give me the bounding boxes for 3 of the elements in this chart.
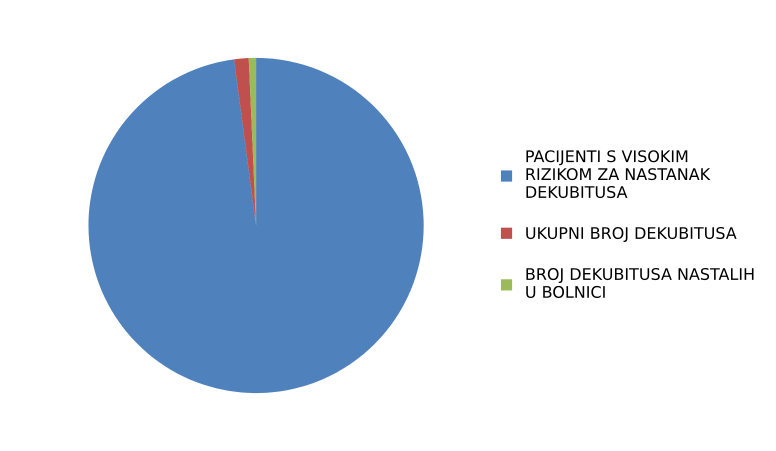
legend-label: BROJ DEKUBITUSA NASTALIH U BOLNICI: [526, 268, 754, 298]
legend-label: UKUPNI BROJ DEKUBITUSA: [526, 226, 737, 242]
legend-label: PACIJENTI S VISOKIM RIZIKOM ZA NASTANAK DEKUBITUSA: [526, 150, 710, 198]
